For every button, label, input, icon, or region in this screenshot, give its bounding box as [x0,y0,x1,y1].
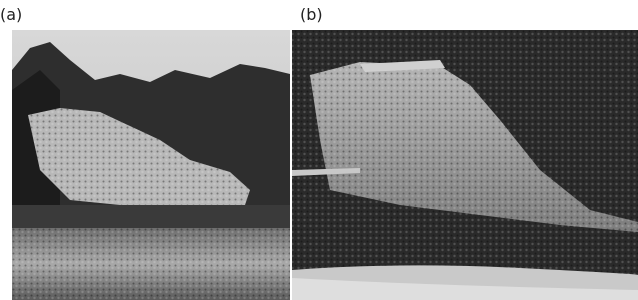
photo [292,30,638,300]
panel-label: (b) [300,5,323,24]
figure: (a) (b) [0,0,638,300]
photo [12,30,290,300]
panel-label: (a) [0,5,22,24]
